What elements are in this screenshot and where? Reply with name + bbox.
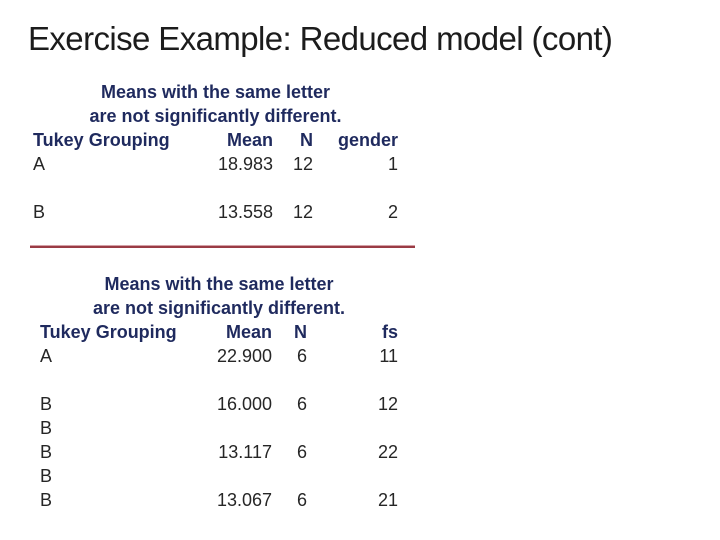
cell-fs [307, 368, 398, 392]
cell-fs: 12 [377, 394, 398, 414]
cell-mean: 13.067 [216, 490, 272, 510]
cell-n [273, 176, 313, 200]
section-divider-line [30, 245, 415, 248]
cell-n: 6 [296, 442, 307, 462]
cell-mean [177, 416, 272, 440]
table-header-row: Tukey Grouping Mean N gender [33, 128, 398, 152]
header-mean: Mean [226, 130, 273, 150]
table-row: B 13.067 6 21 [40, 488, 398, 512]
cell-n: 12 [292, 154, 313, 174]
cell-fs: 22 [377, 442, 398, 462]
cell-n [272, 464, 307, 488]
table-row-letter-only: B [40, 416, 398, 440]
cell-grouping: B [40, 442, 53, 462]
table-row: B 16.000 6 12 [40, 392, 398, 416]
table-row: B 13.117 6 22 [40, 440, 398, 464]
table-row: B 13.558 12 2 [33, 200, 398, 224]
cell-grouping: A [40, 346, 53, 366]
note-line-1: Means with the same letter [100, 82, 331, 102]
cell-mean: 13.117 [218, 442, 272, 462]
tukey-table-gender: Means with the same letter are not signi… [33, 80, 398, 224]
cell-n: 12 [292, 202, 313, 222]
header-gender: gender [337, 130, 398, 150]
cell-mean: 22.900 [216, 346, 272, 366]
cell-n: 6 [296, 346, 307, 366]
cell-grouping [33, 176, 173, 200]
header-mean: Mean [225, 322, 272, 342]
cell-grouping: B [40, 394, 53, 414]
table-row-blank [40, 368, 398, 392]
cell-grouping [40, 368, 177, 392]
cell-n: 6 [296, 490, 307, 510]
cell-n [272, 416, 307, 440]
cell-grouping: B [33, 202, 46, 222]
table-row-letter-only: B [40, 464, 398, 488]
cell-grouping: A [33, 154, 46, 174]
cell-mean [177, 464, 272, 488]
cell-fs: 21 [377, 490, 398, 510]
slide-title: Exercise Example: Reduced model (cont) [28, 20, 613, 57]
cell-mean: 18.983 [217, 154, 273, 174]
cell-grouping: B [40, 418, 53, 438]
header-n: N [294, 322, 307, 342]
header-fs: fs [381, 322, 398, 342]
cell-grouping: B [40, 466, 53, 486]
table-row: A 18.983 12 1 [33, 152, 398, 176]
header-n: N [300, 130, 313, 150]
cell-fs [307, 416, 398, 440]
cell-gender: 2 [387, 202, 398, 222]
cell-mean: 16.000 [216, 394, 272, 414]
note-line-2: are not significantly different. [92, 298, 346, 318]
cell-n [272, 368, 307, 392]
tukey-table-fs: Means with the same letter are not signi… [40, 272, 398, 512]
note-line-1: Means with the same letter [104, 274, 334, 294]
table-header-row: Tukey Grouping Mean N fs [40, 320, 398, 344]
cell-gender: 1 [387, 154, 398, 174]
table-row-blank [33, 176, 398, 200]
note-line-2: are not significantly different. [89, 106, 342, 126]
cell-grouping: B [40, 490, 53, 510]
cell-n: 6 [296, 394, 307, 414]
cell-mean [177, 368, 272, 392]
cell-fs [307, 464, 398, 488]
cell-mean [173, 176, 273, 200]
header-grouping: Tukey Grouping [33, 130, 170, 150]
cell-mean: 13.558 [217, 202, 273, 222]
header-grouping: Tukey Grouping [40, 322, 177, 342]
cell-gender [313, 176, 398, 200]
cell-fs: 11 [379, 346, 398, 366]
table-row: A 22.900 6 11 [40, 344, 398, 368]
